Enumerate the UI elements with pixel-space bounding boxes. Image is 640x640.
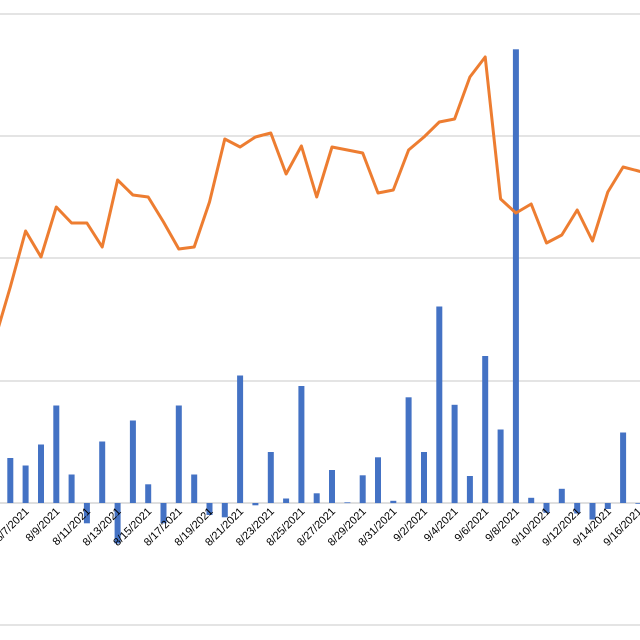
bar-8/23/2021 <box>267 452 274 503</box>
bar-8/28/2021 <box>344 502 351 504</box>
bar-9/2/2021 <box>421 452 427 503</box>
bar-9/16/2021 <box>635 503 640 504</box>
bar-8/31/2021 <box>390 500 397 504</box>
bar-8/24/2021 <box>283 498 290 503</box>
bar-8/6/2021 <box>7 458 14 503</box>
bar-9/10/2021 <box>543 503 550 513</box>
bar-8/8/2021 <box>38 444 44 503</box>
bar-9/4/2021 <box>451 404 458 504</box>
bar-series <box>7 49 640 544</box>
bar-8/27/2021 <box>329 470 335 503</box>
bar-9/14/2021 <box>604 503 611 509</box>
bar-8/19/2021 <box>206 503 213 515</box>
bar-8/7/2021 <box>22 465 29 503</box>
bar-9/7/2021 <box>497 429 504 503</box>
bar-8/20/2021 <box>221 503 228 518</box>
bar-8/9/2021 <box>53 405 60 503</box>
bar-8/15/2021 <box>145 484 152 504</box>
bar-8/18/2021 <box>191 474 198 503</box>
line-series <box>0 55 640 328</box>
bar-8/26/2021 <box>313 493 320 504</box>
bar-9/13/2021 <box>589 503 596 520</box>
bar-9/1/2021 <box>405 397 412 504</box>
bar-9/5/2021 <box>466 476 473 503</box>
x-axis-tick-labels: 8/5/20218/7/20218/9/20218/11/20218/13/20… <box>0 506 640 549</box>
bar-9/12/2021 <box>574 503 581 514</box>
bar-9/6/2021 <box>482 356 489 503</box>
bar-8/25/2021 <box>298 386 305 503</box>
bar-8/21/2021 <box>237 375 244 503</box>
bar-9/9/2021 <box>528 497 535 504</box>
bar-9/8/2021 <box>512 49 519 504</box>
bar-8/13/2021 <box>114 503 121 544</box>
bar-9/11/2021 <box>558 488 565 504</box>
bar-8/11/2021 <box>83 503 90 524</box>
bar-8/17/2021 <box>175 405 182 503</box>
bar-8/12/2021 <box>99 441 106 503</box>
bar-8/16/2021 <box>160 503 167 524</box>
bar-9/3/2021 <box>436 306 443 503</box>
gridlines <box>0 13 640 626</box>
bar-8/10/2021 <box>68 474 75 503</box>
cumulative-line <box>0 55 640 328</box>
bar-8/30/2021 <box>375 457 381 504</box>
bar-8/29/2021 <box>359 475 366 504</box>
bar-8/14/2021 <box>129 420 136 503</box>
bar-8/22/2021 <box>252 503 259 506</box>
bar-9/15/2021 <box>620 432 627 503</box>
